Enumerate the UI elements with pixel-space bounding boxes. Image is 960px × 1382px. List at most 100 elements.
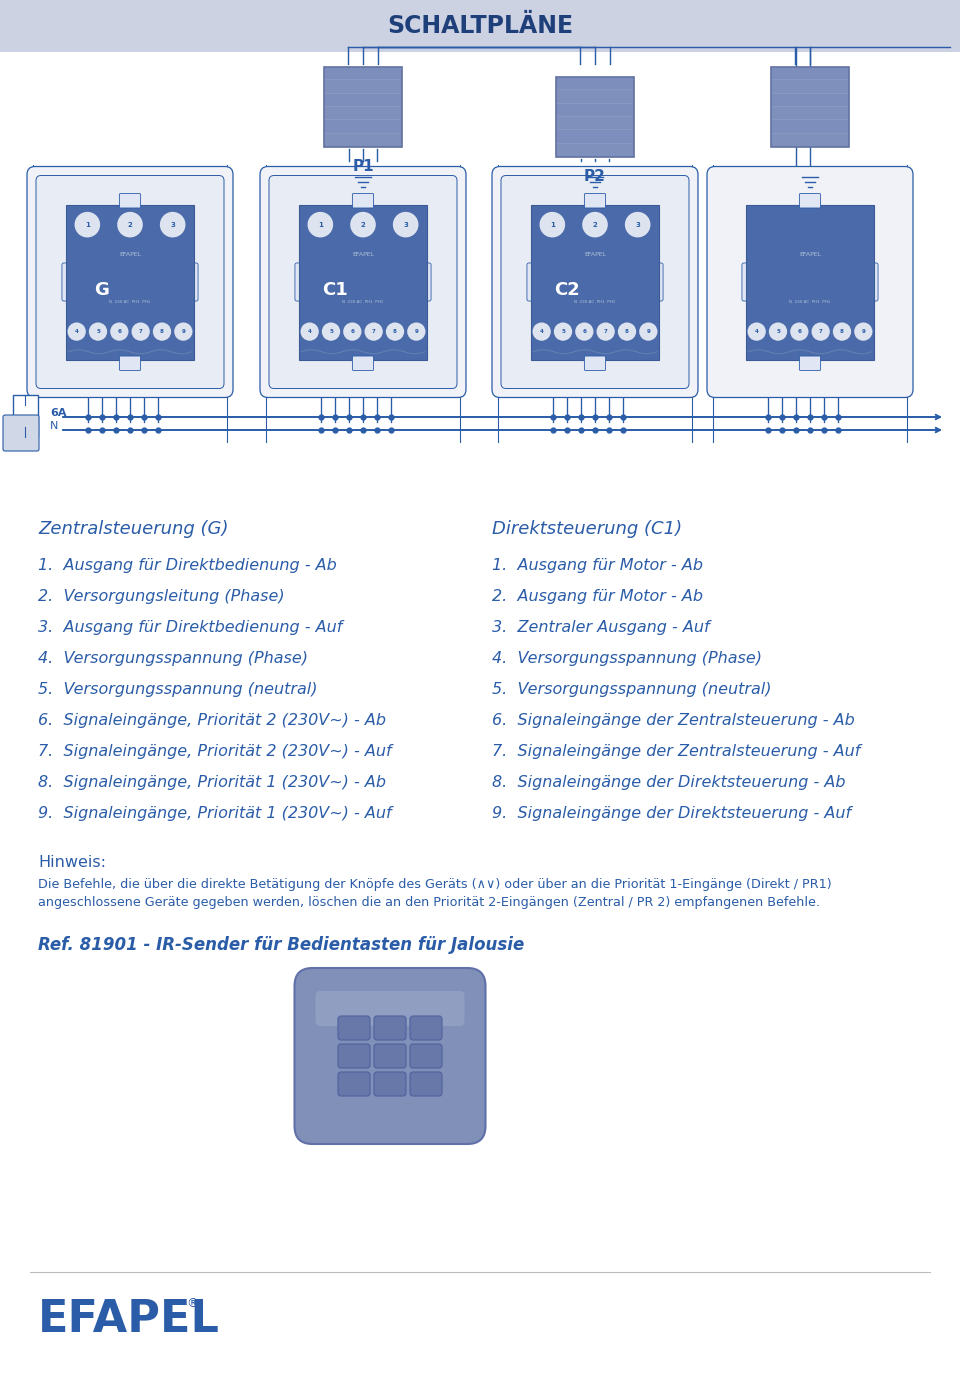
FancyBboxPatch shape bbox=[374, 1043, 406, 1068]
Text: 7: 7 bbox=[372, 329, 375, 334]
Bar bbox=[772, 106, 848, 119]
Circle shape bbox=[554, 322, 572, 341]
FancyBboxPatch shape bbox=[295, 967, 486, 1144]
FancyBboxPatch shape bbox=[585, 357, 606, 370]
Text: P1: P1 bbox=[352, 159, 373, 174]
Text: 5.  Versorgungsspannung (neutral): 5. Versorgungsspannung (neutral) bbox=[492, 681, 772, 697]
Circle shape bbox=[386, 322, 404, 341]
Circle shape bbox=[393, 211, 419, 238]
Bar bbox=[557, 117, 633, 130]
Circle shape bbox=[153, 322, 171, 341]
FancyBboxPatch shape bbox=[742, 263, 756, 301]
Bar bbox=[299, 205, 427, 359]
Text: G: G bbox=[94, 281, 109, 299]
Text: 7.  Signaleingänge, Priorität 2 (230V~) - Auf: 7. Signaleingänge, Priorität 2 (230V~) -… bbox=[38, 744, 392, 759]
Bar bbox=[325, 94, 401, 106]
Text: 9: 9 bbox=[646, 329, 650, 334]
Circle shape bbox=[596, 322, 614, 341]
Circle shape bbox=[67, 322, 85, 341]
FancyBboxPatch shape bbox=[707, 166, 913, 398]
Circle shape bbox=[639, 322, 658, 341]
Text: 2: 2 bbox=[128, 221, 132, 228]
Bar bbox=[325, 134, 401, 146]
Text: 3: 3 bbox=[170, 221, 175, 228]
Text: 3.  Ausgang für Direktbedienung - Auf: 3. Ausgang für Direktbedienung - Auf bbox=[38, 621, 343, 634]
Text: Zentralsteuerung (G): Zentralsteuerung (G) bbox=[38, 520, 228, 538]
Circle shape bbox=[833, 322, 852, 341]
FancyBboxPatch shape bbox=[338, 1043, 370, 1068]
Circle shape bbox=[575, 322, 593, 341]
Text: EFAPEL: EFAPEL bbox=[799, 252, 821, 257]
Text: N  230 AC  PH1  PH1: N 230 AC PH1 PH1 bbox=[574, 300, 615, 304]
Bar bbox=[531, 205, 659, 359]
FancyBboxPatch shape bbox=[338, 1072, 370, 1096]
Text: 2.  Ausgang für Motor - Ab: 2. Ausgang für Motor - Ab bbox=[492, 589, 703, 604]
Text: 5.  Versorgungsspannung (neutral): 5. Versorgungsspannung (neutral) bbox=[38, 681, 318, 697]
Text: 1.  Ausgang für Direktbedienung - Ab: 1. Ausgang für Direktbedienung - Ab bbox=[38, 558, 337, 574]
Bar bbox=[771, 66, 849, 146]
FancyBboxPatch shape bbox=[374, 1016, 406, 1041]
FancyBboxPatch shape bbox=[119, 193, 140, 207]
Bar bbox=[0, 0, 960, 53]
Text: 7: 7 bbox=[604, 329, 608, 334]
Circle shape bbox=[533, 322, 551, 341]
FancyBboxPatch shape bbox=[269, 176, 457, 388]
Text: 9: 9 bbox=[415, 329, 419, 334]
Bar bbox=[557, 144, 633, 156]
Text: EFAPEL: EFAPEL bbox=[38, 1299, 220, 1342]
Text: 6: 6 bbox=[583, 329, 587, 334]
Circle shape bbox=[407, 322, 425, 341]
Circle shape bbox=[748, 322, 766, 341]
Text: 1: 1 bbox=[550, 221, 555, 228]
Bar bbox=[557, 104, 633, 116]
Bar bbox=[557, 130, 633, 142]
Bar bbox=[325, 120, 401, 133]
FancyBboxPatch shape bbox=[374, 1072, 406, 1096]
FancyBboxPatch shape bbox=[62, 263, 76, 301]
FancyBboxPatch shape bbox=[800, 357, 821, 370]
Circle shape bbox=[790, 322, 808, 341]
Circle shape bbox=[117, 211, 143, 238]
Text: N  230 AC  PH1  PH1: N 230 AC PH1 PH1 bbox=[789, 300, 830, 304]
Text: 5: 5 bbox=[561, 329, 564, 334]
Circle shape bbox=[618, 322, 636, 341]
Circle shape bbox=[89, 322, 108, 341]
Text: Ref. 81901 - IR-Sender für Bedientasten für Jalousie: Ref. 81901 - IR-Sender für Bedientasten … bbox=[38, 936, 524, 954]
Text: 4: 4 bbox=[75, 329, 79, 334]
Circle shape bbox=[110, 322, 129, 341]
FancyBboxPatch shape bbox=[183, 263, 198, 301]
FancyBboxPatch shape bbox=[338, 1016, 370, 1041]
FancyBboxPatch shape bbox=[527, 263, 541, 301]
Text: 2: 2 bbox=[361, 221, 366, 228]
Text: 7: 7 bbox=[139, 329, 143, 334]
Circle shape bbox=[75, 211, 100, 238]
Bar bbox=[556, 77, 634, 158]
Text: 5: 5 bbox=[776, 329, 780, 334]
Bar bbox=[325, 80, 401, 93]
Text: 1: 1 bbox=[318, 221, 323, 228]
Text: 3: 3 bbox=[403, 221, 408, 228]
Bar bbox=[325, 66, 401, 79]
Text: N  230 AC  PH1  PH1: N 230 AC PH1 PH1 bbox=[343, 300, 384, 304]
Circle shape bbox=[322, 322, 340, 341]
Text: 1: 1 bbox=[84, 221, 90, 228]
FancyBboxPatch shape bbox=[410, 1016, 442, 1041]
Text: 4: 4 bbox=[308, 329, 312, 334]
FancyBboxPatch shape bbox=[3, 415, 39, 451]
Circle shape bbox=[540, 211, 565, 238]
Bar bbox=[746, 205, 874, 359]
Circle shape bbox=[769, 322, 787, 341]
FancyBboxPatch shape bbox=[295, 263, 309, 301]
Text: 9: 9 bbox=[181, 329, 185, 334]
Text: 8.  Signaleingänge der Direktsteuerung - Ab: 8. Signaleingänge der Direktsteuerung - … bbox=[492, 775, 846, 791]
Text: P2: P2 bbox=[584, 169, 606, 184]
Bar bbox=[772, 66, 848, 79]
Circle shape bbox=[343, 322, 362, 341]
Text: 9.  Signaleingänge der Direktsteuerung - Auf: 9. Signaleingänge der Direktsteuerung - … bbox=[492, 806, 852, 821]
Text: 2: 2 bbox=[592, 221, 597, 228]
Text: 4: 4 bbox=[540, 329, 543, 334]
Text: 8.  Signaleingänge, Priorität 1 (230V~) - Ab: 8. Signaleingänge, Priorität 1 (230V~) -… bbox=[38, 775, 386, 791]
Bar bbox=[13, 395, 38, 437]
Text: 8: 8 bbox=[840, 329, 844, 334]
FancyBboxPatch shape bbox=[864, 263, 878, 301]
